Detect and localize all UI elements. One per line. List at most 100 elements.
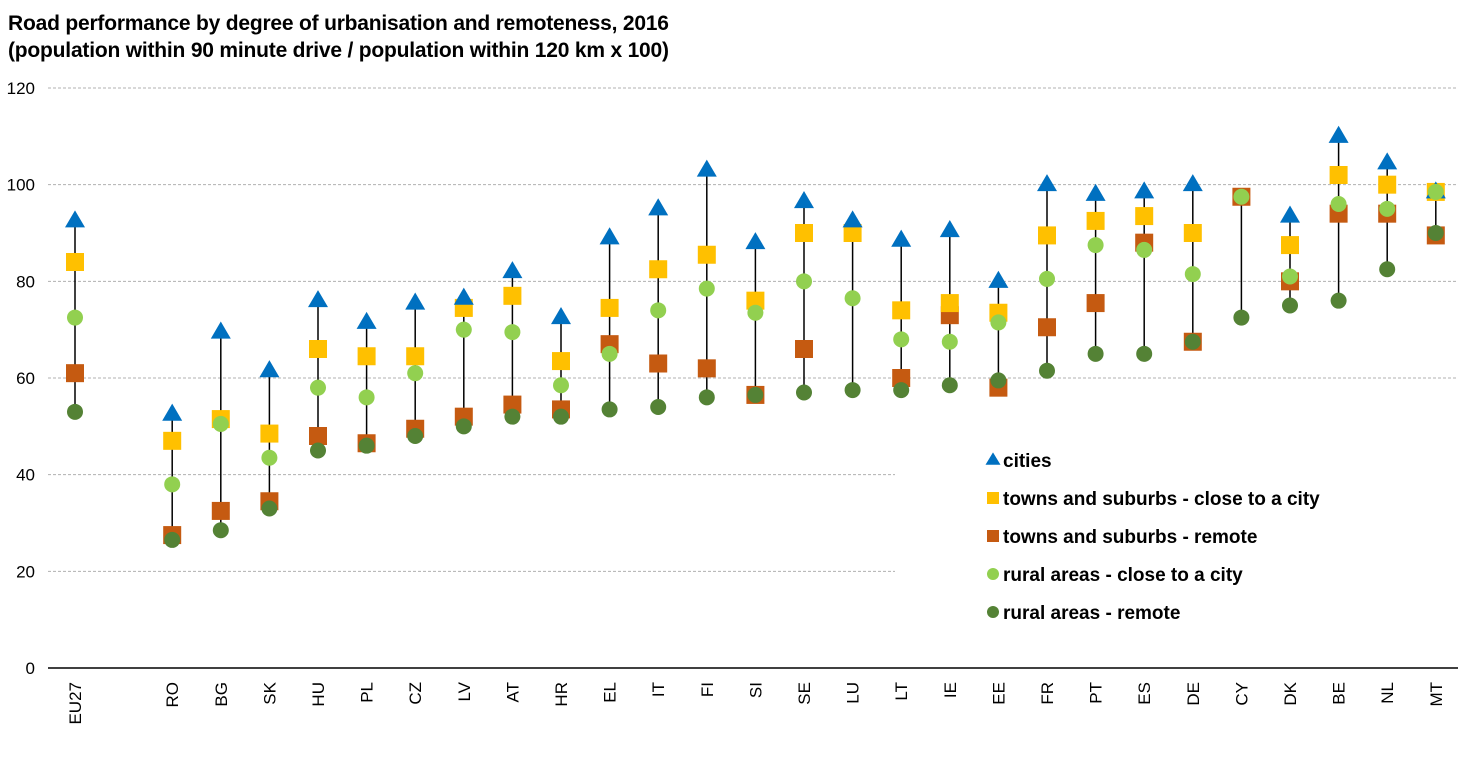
legend-marker bbox=[985, 452, 1001, 465]
data-point bbox=[356, 311, 377, 329]
data-point bbox=[844, 290, 861, 307]
data-point bbox=[747, 386, 764, 403]
legend-label: towns and suburbs - close to a city bbox=[1003, 489, 1320, 510]
data-point bbox=[600, 298, 619, 317]
x-tick-label: PT bbox=[1087, 682, 1106, 704]
data-point bbox=[309, 427, 327, 445]
x-tick-label: SK bbox=[260, 681, 279, 704]
data-point bbox=[212, 522, 229, 539]
data-point bbox=[990, 372, 1007, 389]
chart-title: Road performance by degree of urbanisati… bbox=[8, 10, 669, 64]
data-point bbox=[407, 365, 424, 382]
legend-marker bbox=[987, 530, 999, 542]
data-point bbox=[650, 302, 667, 319]
x-tick-label: CZ bbox=[406, 682, 425, 705]
legend-label: rural areas - remote bbox=[1003, 603, 1180, 624]
legend: cities towns and suburbs - close to a cit… bbox=[985, 451, 1320, 624]
data-point bbox=[310, 442, 326, 459]
data-point bbox=[66, 253, 84, 271]
data-point bbox=[794, 190, 814, 209]
x-tick-label: LV bbox=[455, 681, 474, 701]
x-tick-label: RO bbox=[163, 682, 182, 708]
data-point bbox=[553, 377, 569, 394]
x-tick-label: FR bbox=[1038, 682, 1057, 705]
x-axis: EU27 RO BG SK HU PL CZ LV AT HR EL IT FI SI SE LU LT IE EE… bbox=[48, 667, 1458, 725]
data-point bbox=[795, 340, 813, 358]
data-point bbox=[455, 321, 472, 338]
data-point bbox=[697, 359, 716, 378]
x-tick-label: CY bbox=[1232, 682, 1251, 706]
data-point bbox=[842, 210, 863, 228]
data-point bbox=[891, 229, 912, 247]
data-point bbox=[503, 286, 522, 305]
x-tick-label: DE bbox=[1184, 682, 1203, 706]
data-point bbox=[453, 287, 474, 305]
data-point bbox=[1378, 175, 1397, 194]
data-point bbox=[1328, 125, 1349, 143]
data-point bbox=[1087, 345, 1104, 362]
data-point bbox=[212, 415, 229, 432]
data-point bbox=[1281, 236, 1299, 255]
x-tick-label: BE bbox=[1330, 682, 1349, 705]
data-point bbox=[599, 227, 620, 245]
x-tick-label: ES bbox=[1135, 682, 1154, 705]
data-point bbox=[551, 306, 571, 325]
data-point bbox=[67, 403, 83, 420]
data-point bbox=[502, 261, 523, 279]
data-point bbox=[163, 431, 182, 450]
x-tick-label: MT bbox=[1427, 682, 1446, 707]
x-tick-label: HR bbox=[552, 682, 571, 707]
data-point bbox=[795, 224, 813, 242]
data-point bbox=[504, 324, 521, 341]
y-tick-label: 20 bbox=[16, 562, 35, 581]
data-point bbox=[164, 531, 181, 548]
data-point bbox=[407, 428, 424, 444]
data-point bbox=[1134, 181, 1155, 199]
data-point bbox=[1330, 196, 1347, 212]
data-point bbox=[698, 389, 715, 406]
data-point bbox=[310, 379, 326, 396]
data-point bbox=[1087, 237, 1104, 254]
data-point bbox=[261, 500, 278, 517]
legend-marker bbox=[987, 606, 999, 618]
data-point bbox=[746, 291, 765, 310]
data-point bbox=[843, 224, 862, 242]
data-point bbox=[503, 395, 522, 414]
data-point bbox=[1085, 183, 1106, 201]
data-point bbox=[601, 401, 618, 418]
data-point bbox=[1086, 294, 1105, 313]
x-tick-label: DK bbox=[1281, 681, 1300, 705]
data-point bbox=[1377, 152, 1398, 170]
data-point bbox=[260, 424, 279, 443]
data-point bbox=[648, 198, 669, 216]
data-point bbox=[893, 331, 910, 348]
data-point bbox=[308, 290, 328, 308]
data-point bbox=[1038, 226, 1056, 245]
data-point bbox=[796, 384, 812, 401]
data-point bbox=[745, 232, 766, 250]
data-point bbox=[697, 245, 716, 264]
data-point bbox=[1379, 261, 1396, 278]
legend-label: cities bbox=[1003, 451, 1052, 472]
data-point bbox=[406, 347, 425, 366]
x-tick-label: HU bbox=[309, 682, 328, 707]
y-tick-label: 40 bbox=[16, 466, 35, 485]
x-tick-label: EE bbox=[989, 682, 1008, 705]
data-point bbox=[1233, 309, 1250, 326]
data-point bbox=[259, 360, 280, 378]
y-axis: 0 20 40 60 80 100 120 bbox=[7, 79, 35, 678]
x-tick-label: EL bbox=[601, 682, 620, 703]
data-point bbox=[65, 210, 85, 228]
x-tick-label: LU bbox=[844, 682, 863, 704]
series-4 bbox=[67, 225, 1444, 548]
data-point bbox=[747, 304, 764, 321]
chart-title-main: Road performance by degree of urbanisati… bbox=[8, 12, 669, 35]
data-point bbox=[601, 345, 618, 362]
series-0 bbox=[65, 125, 1446, 421]
data-point bbox=[1135, 207, 1154, 226]
data-point bbox=[455, 418, 472, 435]
data-point bbox=[1136, 345, 1153, 362]
data-point bbox=[988, 270, 1009, 288]
data-point bbox=[893, 382, 910, 399]
data-point bbox=[1039, 362, 1055, 379]
